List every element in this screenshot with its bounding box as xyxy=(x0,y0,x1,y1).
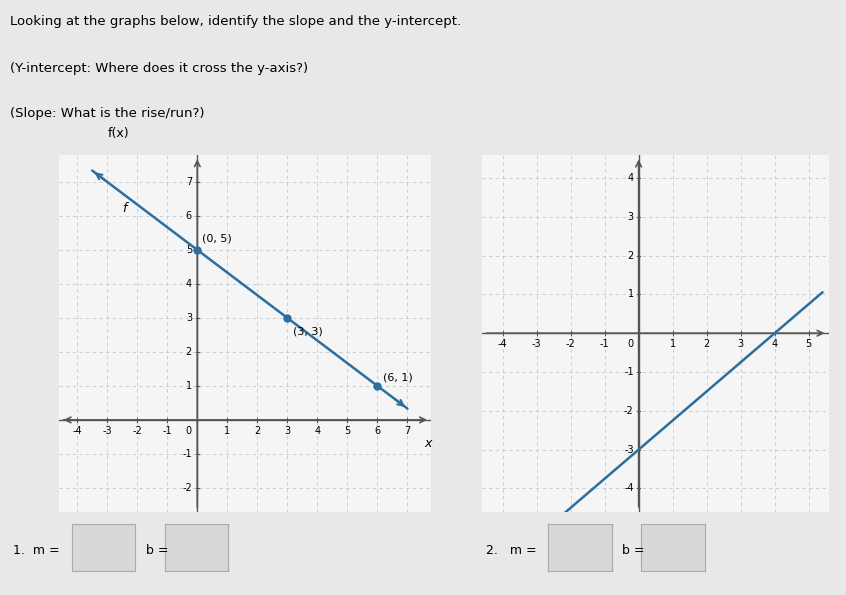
Text: 6: 6 xyxy=(186,211,192,221)
Text: 4: 4 xyxy=(315,426,321,436)
Text: 4: 4 xyxy=(628,173,634,183)
Text: 1.  m =: 1. m = xyxy=(13,544,59,557)
Text: 2: 2 xyxy=(628,250,634,261)
Text: -2: -2 xyxy=(566,339,575,349)
Text: 5: 5 xyxy=(805,339,812,349)
Text: -2: -2 xyxy=(182,483,192,493)
Text: (Y-intercept: Where does it cross the y-axis?): (Y-intercept: Where does it cross the y-… xyxy=(10,62,308,76)
Text: 4: 4 xyxy=(772,339,777,349)
Text: -2: -2 xyxy=(624,406,634,416)
Text: 6: 6 xyxy=(375,426,381,436)
Text: 1: 1 xyxy=(186,381,192,391)
Text: Looking at the graphs below, identify the slope and the y-intercept.: Looking at the graphs below, identify th… xyxy=(10,15,461,28)
Text: 3: 3 xyxy=(628,212,634,222)
Text: 2.   m =: 2. m = xyxy=(486,544,537,557)
Text: -1: -1 xyxy=(183,449,192,459)
Text: x: x xyxy=(425,437,432,450)
Text: -4: -4 xyxy=(497,339,508,349)
Text: -4: -4 xyxy=(624,483,634,493)
Text: -3: -3 xyxy=(102,426,112,436)
Text: 5: 5 xyxy=(344,426,350,436)
Text: 7: 7 xyxy=(404,426,410,436)
Text: 5: 5 xyxy=(186,245,192,255)
Text: f(x): f(x) xyxy=(107,127,129,140)
Text: 3: 3 xyxy=(186,313,192,323)
Text: -1: -1 xyxy=(600,339,609,349)
Text: 7: 7 xyxy=(186,177,192,187)
Text: -1: -1 xyxy=(162,426,172,436)
Text: 4: 4 xyxy=(186,279,192,289)
Text: 3: 3 xyxy=(284,426,290,436)
Text: -3: -3 xyxy=(532,339,541,349)
Text: -4: -4 xyxy=(73,426,82,436)
Text: (Slope: What is the rise/run?): (Slope: What is the rise/run?) xyxy=(10,107,205,120)
Text: -1: -1 xyxy=(624,367,634,377)
Text: -3: -3 xyxy=(624,444,634,455)
Text: 1: 1 xyxy=(224,426,230,436)
Text: 0: 0 xyxy=(628,339,634,349)
Text: b =: b = xyxy=(622,544,645,557)
Text: (0, 5): (0, 5) xyxy=(202,233,232,243)
Text: 0: 0 xyxy=(186,426,192,436)
Text: (3, 3): (3, 3) xyxy=(294,327,323,337)
Text: 2: 2 xyxy=(254,426,261,436)
Text: b =: b = xyxy=(146,544,168,557)
Text: 1: 1 xyxy=(628,289,634,299)
Text: 3: 3 xyxy=(738,339,744,349)
Text: 2: 2 xyxy=(186,347,192,357)
Text: 1: 1 xyxy=(669,339,676,349)
Text: -2: -2 xyxy=(132,426,142,436)
Text: (6, 1): (6, 1) xyxy=(383,373,413,383)
Text: f: f xyxy=(123,202,127,215)
Text: 2: 2 xyxy=(704,339,710,349)
